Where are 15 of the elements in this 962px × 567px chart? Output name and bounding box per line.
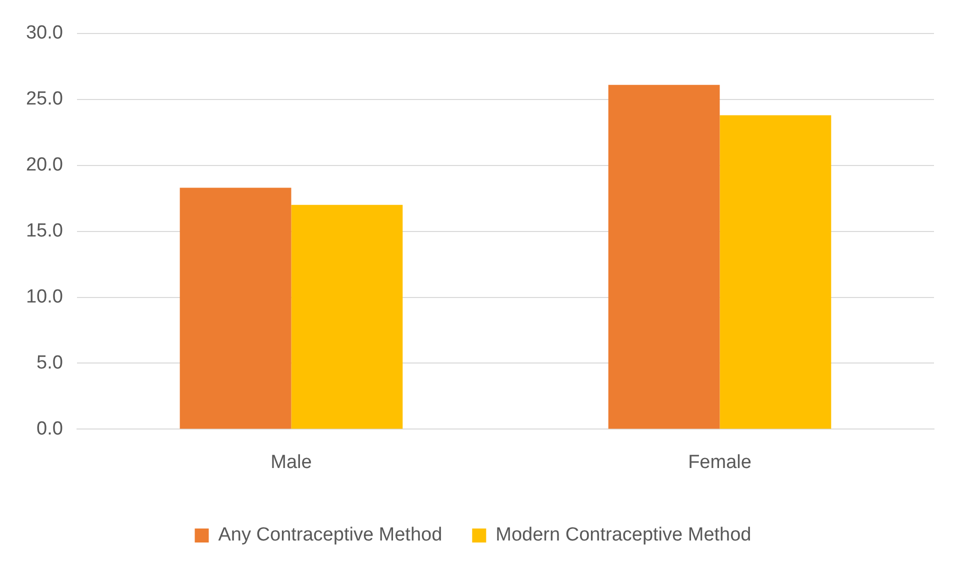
y-tick-label: 15.0 <box>26 220 63 242</box>
y-tick-label: 5.0 <box>36 352 63 374</box>
legend-label: Modern Contraceptive Method <box>496 524 752 546</box>
y-tick-label: 10.0 <box>26 286 63 308</box>
y-tick-label: 0.0 <box>36 418 63 440</box>
bar <box>720 115 832 429</box>
bar <box>291 204 403 429</box>
bar <box>180 188 292 429</box>
y-tick-label: 25.0 <box>26 88 63 110</box>
x-tick-label: Female <box>688 452 752 473</box>
legend-label: Any Contraceptive Method <box>218 524 442 546</box>
x-tick-label: Male <box>270 452 312 473</box>
y-tick-label: 30.0 <box>26 22 63 44</box>
bar <box>608 84 720 429</box>
y-tick-label: 20.0 <box>26 154 63 176</box>
